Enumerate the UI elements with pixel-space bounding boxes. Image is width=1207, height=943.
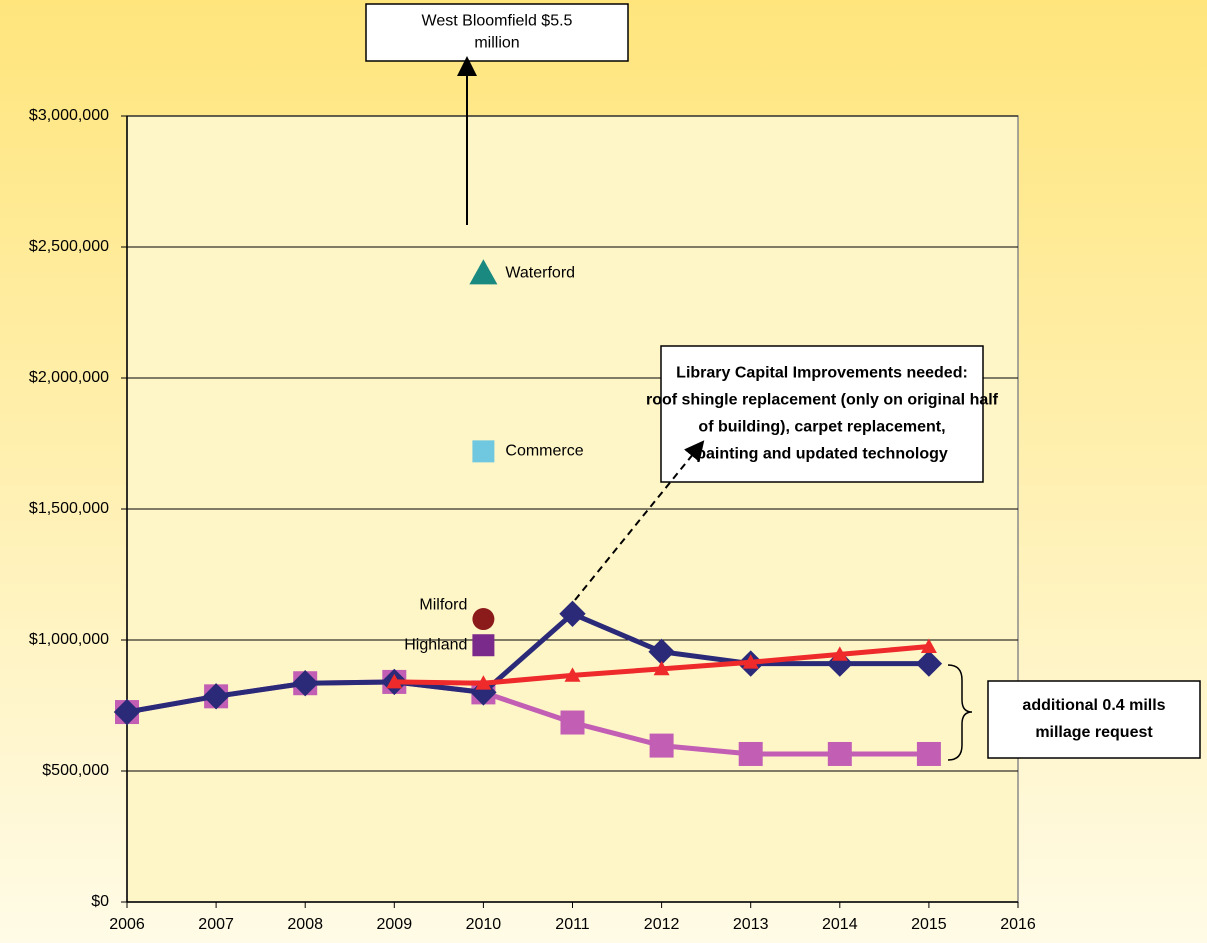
marker-square [916,741,941,766]
marker-triangle [475,675,492,690]
point-label: Waterford [505,264,575,281]
marker-square [560,710,585,735]
y-tick-label: $2,500,000 [29,238,109,255]
y-tick-label: $500,000 [42,762,109,779]
marker-triangle [742,654,759,669]
marker-diamond [915,650,943,677]
x-tick-label: 2007 [198,916,234,933]
x-tick-label: 2015 [911,916,947,933]
marker-square [738,741,763,766]
marker-diamond [113,698,141,726]
west-bloomfield-box [365,3,629,62]
marker-square [472,440,495,463]
capital-improvements-text: painting and updated technology [696,446,948,463]
west-bloomfield-text: million [474,35,519,52]
point-label: Commerce [505,443,583,460]
point-label: Highland [404,636,467,653]
y-tick-label: $1,500,000 [29,500,109,517]
x-tick-label: 2009 [377,916,413,933]
marker-square [472,634,495,657]
x-tick-label: 2012 [644,916,680,933]
marker-triangle [386,673,403,689]
millage-request-box [987,680,1201,759]
marker-diamond [826,650,853,677]
x-tick-label: 2013 [733,916,769,933]
x-tick-label: 2016 [1000,916,1036,933]
marker-circle [472,608,495,631]
x-tick-label: 2011 [555,916,590,933]
marker-diamond [292,670,319,697]
series-line [126,611,929,715]
millage-request-text: additional 0.4 mills [1022,697,1165,714]
annotation-arrow [574,440,705,601]
y-tick-label: $3,000,000 [29,107,109,124]
brace [947,664,973,761]
marker-diamond [648,638,675,665]
x-tick-label: 2014 [822,916,858,933]
x-tick-label: 2006 [109,916,145,933]
capital-improvements-text: roof shingle replacement (only on origin… [646,392,999,409]
point-label: Milford [419,596,467,613]
marker-square [649,733,674,758]
marker-triangle [469,259,498,285]
y-tick-label: $1,000,000 [29,631,109,648]
capital-improvements-box [660,345,984,483]
marker-diamond [470,679,497,706]
marker-triangle [831,646,848,661]
west-bloomfield-text: West Bloomfield $5.5 [422,13,573,30]
y-tick-label: $0 [91,893,109,910]
marker-diamond [559,600,586,627]
millage-request-text: millage request [1035,724,1153,741]
x-tick-label: 2010 [466,916,502,933]
marker-triangle [920,638,937,653]
marker-square [827,741,852,766]
y-tick-label: $2,000,000 [29,369,109,386]
capital-improvements-text: Library Capital Improvements needed: [676,365,968,382]
x-tick-label: 2008 [287,916,323,933]
marker-triangle [564,667,581,682]
capital-improvements-text: of building), carpet replacement, [698,419,945,436]
marker-triangle [653,660,670,676]
marker-diamond [202,683,230,710]
